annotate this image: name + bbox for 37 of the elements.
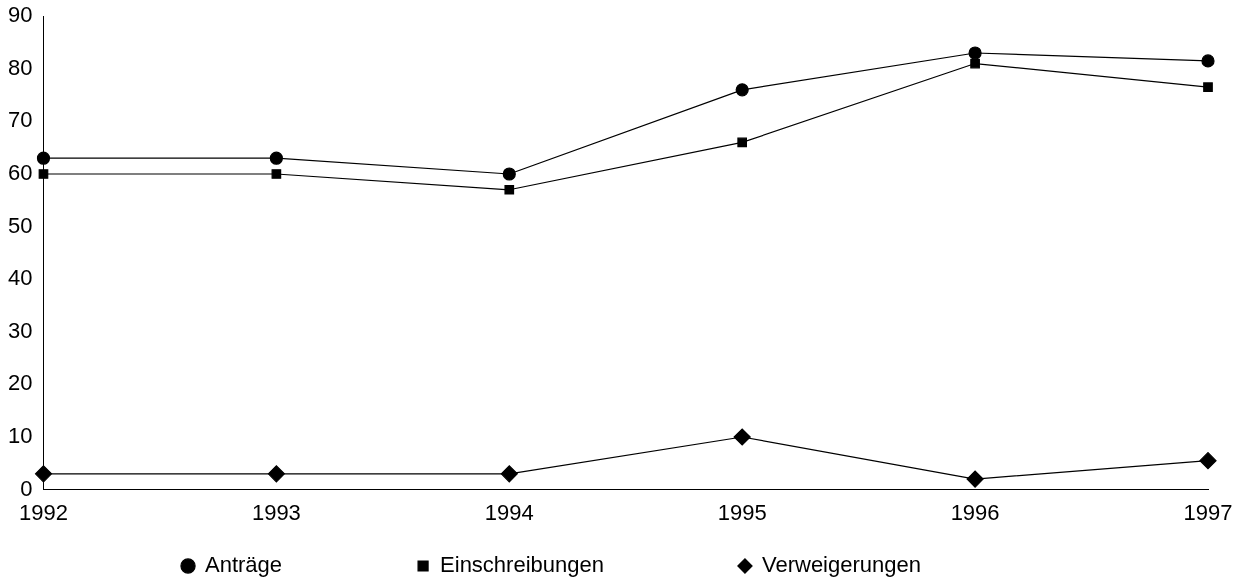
point: [36, 151, 51, 165]
point: [34, 465, 53, 483]
point: [1201, 54, 1215, 68]
y-tick-label: 20: [7, 370, 33, 396]
y-tick-label: 70: [7, 107, 33, 133]
point: [500, 465, 518, 483]
y-tick-label: 30: [7, 317, 33, 343]
y-tick-label: 60: [7, 160, 33, 186]
point: [966, 470, 984, 488]
legend-label: Anträge: [205, 552, 393, 578]
point: [269, 151, 283, 165]
y-tick-label: 10: [7, 423, 33, 449]
point: [968, 46, 982, 60]
point: [502, 167, 516, 181]
y-tick-label: 80: [7, 54, 33, 80]
point: [267, 465, 285, 483]
y-tick-label: 90: [7, 2, 33, 28]
x-tick-label: 1992: [18, 499, 68, 525]
point: [737, 137, 748, 148]
x-tick-label: 1995: [717, 499, 767, 525]
y-tick-label: 40: [7, 265, 33, 291]
x-tick-label: 1997: [1183, 499, 1233, 525]
point: [970, 58, 980, 69]
point: [733, 428, 751, 446]
point: [735, 83, 749, 97]
x-tick-label: 1994: [484, 499, 534, 525]
point: [38, 169, 49, 179]
legend-label: Einschreibungen: [440, 552, 714, 578]
point: [271, 169, 282, 179]
point: [1203, 82, 1213, 93]
y-tick-label: 0: [20, 475, 33, 501]
x-tick-label: 1993: [251, 499, 301, 525]
legend-label: Verweigerungen: [761, 552, 1031, 578]
point: [1199, 452, 1217, 470]
x-tick-label: 1996: [950, 499, 1000, 525]
point: [504, 184, 515, 195]
y-tick-label: 50: [7, 212, 33, 238]
